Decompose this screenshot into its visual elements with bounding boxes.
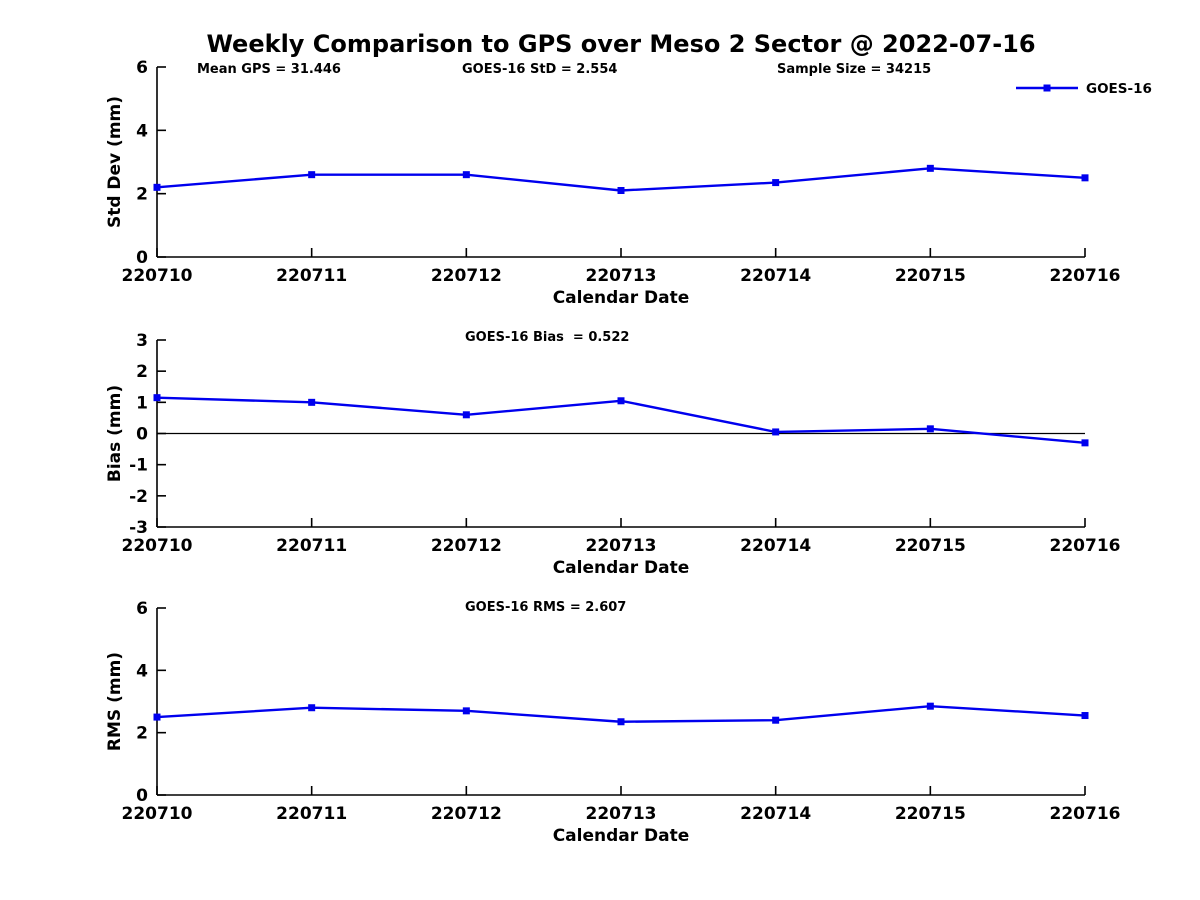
subplot-annotation: Mean GPS = 31.446 xyxy=(197,62,341,77)
y-tick-label: -2 xyxy=(129,487,148,507)
x-tick-label: 220711 xyxy=(276,536,347,556)
x-tick-label: 220713 xyxy=(586,804,657,824)
x-tick-label: 220716 xyxy=(1050,536,1121,556)
data-point-marker xyxy=(926,425,934,433)
data-point-marker xyxy=(462,707,470,715)
y-tick-label: 1 xyxy=(136,393,148,413)
data-point-marker xyxy=(153,183,161,191)
data-point-marker xyxy=(308,398,316,406)
y-tick-label: 2 xyxy=(136,362,148,382)
subplot-annotation: GOES-16 RMS = 2.607 xyxy=(465,600,626,615)
x-tick-label: 220715 xyxy=(895,536,966,556)
x-tick-label: 220712 xyxy=(431,266,502,286)
data-point-marker xyxy=(617,397,625,405)
x-tick-label: 220714 xyxy=(740,536,811,556)
data-point-marker xyxy=(772,716,780,724)
data-point-marker xyxy=(1081,439,1089,447)
y-tick-label: 2 xyxy=(136,724,148,744)
subplot-annotation: GOES-16 Bias = 0.522 xyxy=(465,330,629,345)
x-tick-label: 220713 xyxy=(586,536,657,556)
y-tick-label: 6 xyxy=(136,599,148,619)
data-point-marker xyxy=(772,179,780,187)
x-tick-label: 220711 xyxy=(276,804,347,824)
y-tick-label: 0 xyxy=(136,248,148,268)
x-tick-label: 220711 xyxy=(276,266,347,286)
x-tick-label: 220716 xyxy=(1050,804,1121,824)
x-axis-title: Calendar Date xyxy=(553,826,690,846)
x-axis-title: Calendar Date xyxy=(553,558,690,578)
y-axis-title: RMS (mm) xyxy=(105,652,125,751)
y-tick-label: 4 xyxy=(136,121,148,141)
y-axis-title: Bias (mm) xyxy=(105,385,125,482)
x-tick-label: 220712 xyxy=(431,804,502,824)
data-point-marker xyxy=(308,704,316,712)
legend-label: GOES-16 xyxy=(1086,81,1152,97)
y-tick-label: 2 xyxy=(136,185,148,205)
subplot-annotation: Sample Size = 34215 xyxy=(777,62,931,77)
data-point-marker xyxy=(462,411,470,419)
figure-title: Weekly Comparison to GPS over Meso 2 Sec… xyxy=(206,30,1036,58)
x-tick-label: 220710 xyxy=(122,266,193,286)
y-tick-label: 0 xyxy=(136,425,148,445)
data-point-marker xyxy=(153,713,161,721)
x-tick-label: 220710 xyxy=(122,536,193,556)
data-point-marker xyxy=(153,394,161,402)
x-tick-label: 220715 xyxy=(895,266,966,286)
y-tick-label: 3 xyxy=(136,331,148,351)
data-point-marker xyxy=(617,187,625,194)
data-point-marker xyxy=(772,428,780,436)
y-tick-label: 0 xyxy=(136,786,148,806)
y-axis-title: Std Dev (mm) xyxy=(105,96,125,228)
y-tick-label: 6 xyxy=(136,58,148,78)
x-tick-label: 220714 xyxy=(740,804,811,824)
data-point-marker xyxy=(617,718,625,726)
x-tick-label: 220713 xyxy=(586,266,657,286)
series-line xyxy=(156,396,1086,445)
x-tick-label: 220715 xyxy=(895,804,966,824)
x-tick-label: 220710 xyxy=(122,804,193,824)
data-point-marker xyxy=(1081,712,1089,720)
x-axis-title: Calendar Date xyxy=(553,288,690,308)
legend-marker xyxy=(1043,84,1051,92)
data-point-marker xyxy=(926,702,934,710)
data-point-marker xyxy=(926,164,934,172)
x-tick-label: 220714 xyxy=(740,266,811,286)
y-tick-label: -1 xyxy=(129,456,148,476)
data-point-marker xyxy=(308,171,316,179)
subplot-annotation: GOES-16 StD = 2.554 xyxy=(462,62,617,77)
data-point-marker xyxy=(1081,174,1089,182)
x-tick-label: 220716 xyxy=(1050,266,1121,286)
y-tick-label: 4 xyxy=(136,661,148,681)
x-tick-label: 220712 xyxy=(431,536,502,556)
y-tick-label: -3 xyxy=(129,518,148,538)
data-point-marker xyxy=(462,171,470,179)
